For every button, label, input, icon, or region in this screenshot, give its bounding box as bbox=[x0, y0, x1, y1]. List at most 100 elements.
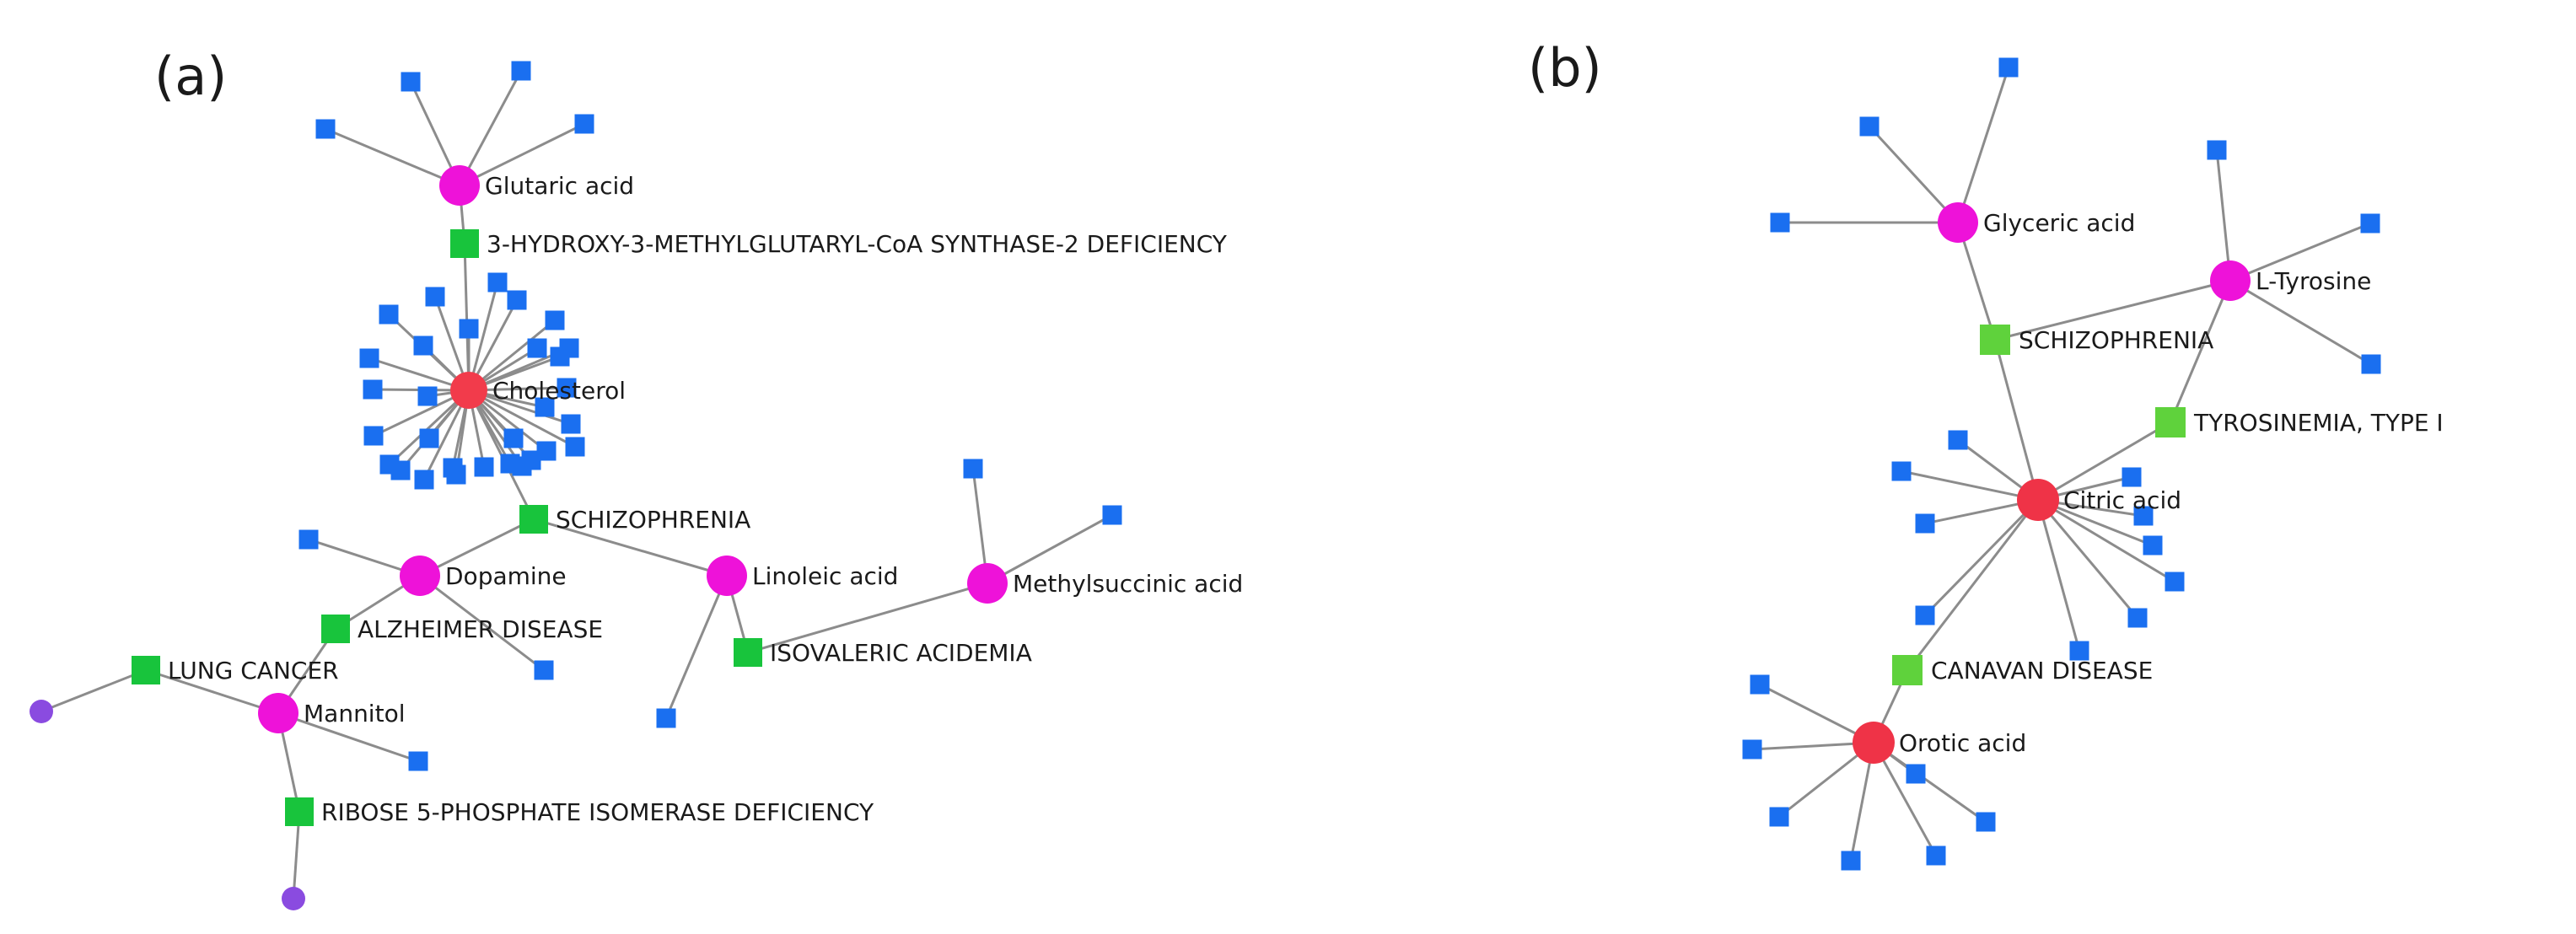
edge-schiz_a-dopamine bbox=[419, 518, 535, 577]
gene-node-cholesterol-28 bbox=[536, 441, 557, 461]
gene-node-cholesterol-8 bbox=[545, 310, 565, 330]
node-label-ribose: RIBOSE 5-PHOSPHATE ISOMERASE DEFICIENCY bbox=[321, 798, 874, 826]
gene-node-citric-7 bbox=[2165, 572, 2185, 592]
gene-node-cholesterol-12 bbox=[557, 378, 577, 398]
gene-node-orotic-6 bbox=[1976, 812, 1996, 832]
node-label-tyrosine: L-Tyrosine bbox=[2256, 267, 2371, 295]
gene-node-dopamine-1 bbox=[298, 529, 319, 550]
node-orotic bbox=[1853, 722, 1895, 764]
edge-glutaric-gene-4 bbox=[459, 122, 585, 187]
edge-orotic-gene-1 bbox=[1759, 683, 1874, 744]
node-alzheimer bbox=[321, 615, 350, 643]
node-label-tyrosinemia: TYROSINEMIA, TYPE I bbox=[2193, 409, 2444, 437]
gene-node-cholesterol-15 bbox=[561, 414, 581, 434]
node-label-methylsuccinic: Methylsuccinic acid bbox=[1013, 570, 1243, 598]
edge-citric-canavan bbox=[1906, 499, 2040, 671]
panel-a-nodes: Glutaric acid 3-HYDROXY-3-METHYLGLUTARYL-… bbox=[30, 61, 1243, 910]
node-label-isovaleric: ISOVALERIC ACIDEMIA bbox=[770, 639, 1032, 667]
gene-node-cholesterol-11 bbox=[363, 379, 383, 400]
edge-dopamine-gene-2 bbox=[419, 574, 545, 672]
panel-b-nodes: Glyceric acid L-Tyrosine SCHIZOPHRENIA TYRO… bbox=[1742, 57, 2444, 871]
node-label-canavan: CANAVAN DISEASE bbox=[1931, 657, 2153, 684]
gene-node-glutaric-4 bbox=[574, 114, 594, 134]
node-p1 bbox=[30, 700, 53, 723]
gene-node-citric-6 bbox=[2127, 608, 2148, 628]
node-methylsuccinic bbox=[967, 563, 1008, 604]
node-label-citric: Citric acid bbox=[2063, 486, 2181, 514]
node-dopamine bbox=[400, 556, 440, 596]
edge-cholesterol-gene-3 bbox=[467, 282, 499, 391]
edge-methylsuccinic-gene-2 bbox=[987, 513, 1113, 585]
edge-citric-gene-4 bbox=[1923, 498, 2040, 617]
node-label-lung: LUNG CANCER bbox=[168, 657, 339, 684]
node-label-schiz_a: SCHIZOPHRENIA bbox=[556, 506, 750, 534]
gene-node-citric-4 bbox=[1915, 605, 1935, 625]
gene-node-glutaric-2 bbox=[401, 72, 421, 92]
gene-node-cholesterol-6 bbox=[359, 348, 379, 368]
panel-b-edges bbox=[1751, 67, 2372, 862]
gene-node-cholesterol-29 bbox=[565, 437, 585, 457]
edge-citric-gene-2 bbox=[1901, 470, 2039, 502]
edge-tyrosine-gene-2 bbox=[2229, 222, 2371, 282]
node-label-linoleic: Linoleic acid bbox=[752, 562, 898, 590]
edge-glyceric-schiz_b bbox=[1956, 222, 1997, 341]
node-tyrosine bbox=[2210, 260, 2251, 301]
gene-node-cholesterol-5 bbox=[459, 319, 479, 339]
edge-tyrosine-gene-3 bbox=[2229, 279, 2372, 366]
node-schiz_a bbox=[519, 505, 548, 534]
node-hmg bbox=[450, 229, 479, 258]
edge-schiz_b-tyrosine bbox=[1994, 279, 2231, 341]
gene-node-cholesterol-1 bbox=[425, 287, 445, 307]
gene-node-cholesterol-16 bbox=[363, 426, 384, 446]
node-ribose bbox=[285, 797, 314, 826]
gene-node-cholesterol-27 bbox=[521, 450, 541, 470]
gene-node-mannitol-1 bbox=[408, 751, 428, 771]
gene-node-glyceric-3 bbox=[1770, 212, 1790, 233]
node-lung bbox=[132, 656, 160, 684]
gene-node-orotic-1 bbox=[1750, 674, 1770, 695]
edge-tyrosinemia-citric bbox=[2037, 421, 2171, 502]
edge-lung-mannitol bbox=[145, 668, 279, 715]
gene-node-citric-8 bbox=[2143, 535, 2163, 556]
gene-node-orotic-5 bbox=[1926, 845, 1946, 866]
edge-linoleic-gene-1 bbox=[664, 575, 729, 719]
edge-cholesterol-gene-29 bbox=[468, 389, 576, 448]
node-p2 bbox=[282, 887, 305, 910]
gene-node-cholesterol-18 bbox=[503, 428, 524, 448]
gene-node-cholesterol-3 bbox=[487, 272, 508, 293]
node-tyrosinemia bbox=[2155, 407, 2186, 437]
node-label-dopamine: Dopamine bbox=[445, 562, 567, 590]
gene-node-tyrosine-2 bbox=[2360, 213, 2380, 234]
edge-glutaric-gene-3 bbox=[458, 70, 523, 186]
edge-lung-p1 bbox=[40, 668, 147, 713]
node-label-glutaric: Glutaric acid bbox=[485, 172, 634, 200]
panel-a-label: (a) bbox=[154, 46, 227, 107]
gene-node-citric-1 bbox=[1948, 430, 1968, 450]
edge-tyrosine-gene-1 bbox=[2215, 149, 2232, 282]
edge-citric-gene-5 bbox=[2036, 499, 2081, 652]
edge-orotic-gene-5 bbox=[1872, 742, 1938, 856]
gene-node-cholesterol-13 bbox=[417, 386, 438, 406]
panel-a: (a) Glutaric acid 3-HYDROXY-3-METHYLGLUTA… bbox=[30, 46, 1243, 910]
edge-schiz_b-citric bbox=[1993, 339, 2040, 501]
node-linoleic bbox=[707, 556, 747, 596]
gene-node-methylsuccinic-1 bbox=[963, 459, 983, 479]
gene-node-glutaric-3 bbox=[511, 61, 531, 81]
gene-node-cholesterol-2 bbox=[379, 304, 399, 325]
edge-hmg-cholesterol bbox=[463, 243, 471, 391]
gene-node-tyrosine-3 bbox=[2361, 354, 2381, 374]
gene-node-citric-3 bbox=[1915, 513, 1935, 534]
panel-b-label: (b) bbox=[1528, 37, 1602, 99]
node-glutaric bbox=[439, 165, 480, 206]
gene-node-cholesterol-24 bbox=[474, 457, 494, 477]
gene-node-orotic-3 bbox=[1769, 807, 1789, 827]
edge-ribose-p2 bbox=[292, 811, 301, 899]
edge-glutaric-gene-1 bbox=[325, 127, 460, 187]
gene-node-glyceric-1 bbox=[1998, 57, 2019, 78]
gene-node-cholesterol-21 bbox=[390, 460, 411, 480]
node-label-hmg: 3-HYDROXY-3-METHYLGLUTARYL-CoA SYNTHASE-… bbox=[487, 230, 1228, 258]
edge-tyrosine-tyrosinemia bbox=[2169, 280, 2232, 423]
node-cholesterol bbox=[450, 372, 487, 409]
node-label-alzheimer: ALZHEIMER DISEASE bbox=[358, 615, 603, 643]
